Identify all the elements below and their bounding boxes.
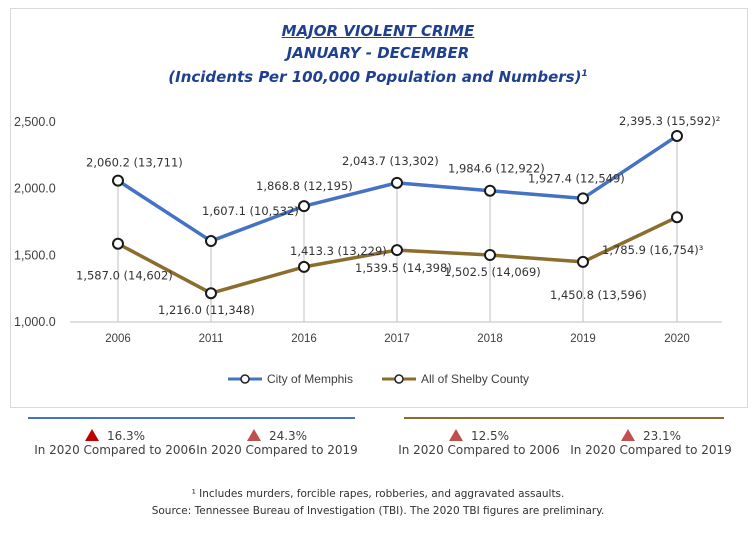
up-triangle-icon: [620, 429, 635, 441]
stat-pct: 12.5%: [470, 429, 510, 443]
data-label-shelby: 1,587.0 (14,602): [76, 269, 173, 283]
data-point-memphis: [391, 176, 403, 189]
x-tick-label: 2018: [477, 333, 503, 345]
legend-label-memphis: City of Memphis: [266, 372, 353, 386]
chart-title: MAJOR VIOLENT CRIME: [281, 22, 475, 40]
data-label-shelby: 1,539.5 (14,398): [355, 261, 452, 275]
x-tick-label: 2016: [291, 333, 317, 345]
chart-subtitle: JANUARY - DECEMBER: [286, 44, 470, 62]
data-label-shelby: 1,450.8 (13,596): [550, 288, 647, 302]
stat-memphis-vs-2006: 16.3% In 2020 Compared to 2006: [30, 429, 200, 457]
data-point-shelby: [391, 244, 403, 257]
data-point-memphis: [112, 174, 124, 187]
stat-shelby-vs-2019: 23.1% In 2020 Compared to 2019: [566, 429, 736, 457]
stat-shelby-vs-2006: 12.5% In 2020 Compared to 2006: [394, 429, 564, 457]
stat-pct: 16.3%: [106, 429, 146, 443]
legend-label-shelby: All of Shelby County: [420, 372, 530, 386]
subtitle-units-text: (Incidents Per 100,000 Population and Nu…: [168, 68, 582, 86]
legend-item-shelby: All of Shelby County: [381, 372, 529, 386]
subtitle-footnote-mark: 1: [581, 69, 588, 79]
data-point-shelby: [484, 249, 496, 261]
data-label-memphis: 2,043.7 (13,302): [342, 154, 439, 168]
chart-frame: [10, 8, 748, 408]
data-point-memphis: [671, 129, 683, 142]
data-label-memphis: 2,395.3 (15,592)²: [619, 114, 720, 128]
y-tick-label: 1,000.0: [14, 315, 56, 329]
data-point-memphis: [298, 200, 310, 213]
x-tick-label: 2017: [384, 333, 410, 345]
legend: City of Memphis All of Shelby County: [0, 372, 756, 386]
data-label-shelby: 1,502.5 (14,069): [444, 265, 541, 279]
data-point-shelby: [671, 211, 683, 224]
data-label-shelby: 1,413.3 (13,229): [290, 244, 387, 258]
y-tick-label: 2,000.0: [14, 182, 56, 196]
up-triangle-icon: [84, 429, 99, 441]
data-point-shelby: [205, 287, 217, 300]
data-label-shelby: 1,216.0 (11,348): [158, 303, 255, 317]
data-point-shelby: [298, 260, 310, 273]
data-point-memphis: [484, 184, 496, 197]
y-tick-label: 2,500.0: [14, 115, 56, 129]
data-label-memphis: 1,927.4 (12,549): [528, 171, 625, 185]
chart-subtitle-units: (Incidents Per 100,000 Population and Nu…: [0, 68, 756, 86]
stat-pct: 24.3%: [268, 429, 308, 443]
data-point-shelby: [577, 255, 589, 268]
stat-text: In 2020 Compared to 2019: [570, 443, 732, 457]
line-chart: 1,000.0 1,500.0 2,000.0 2,500.0 2006 2011 2016…: [14, 114, 722, 345]
legend-item-memphis: City of Memphis: [227, 372, 353, 386]
stat-text: In 2020 Compared to 2006: [34, 443, 196, 457]
x-tick-label: 2006: [105, 333, 131, 345]
data-label-memphis: 1,607.1 (10,532): [202, 204, 299, 218]
y-tick-label: 1,500.0: [14, 248, 56, 262]
stat-text: In 2020 Compared to 2006: [398, 443, 560, 457]
data-label-shelby: 1,785.9 (16,754)³: [602, 243, 704, 257]
data-label-memphis: 2,060.2 (13,711): [86, 156, 183, 170]
data-point-shelby: [112, 237, 124, 250]
x-tick-label: 2011: [199, 333, 224, 345]
stat-memphis-vs-2019: 24.3% In 2020 Compared to 2019: [192, 429, 362, 457]
footnote-definition: ¹ Includes murders, forcible rapes, robb…: [191, 488, 565, 500]
x-tick-label: 2019: [570, 333, 596, 345]
footnote-source: Source: Tennessee Bureau of Investigatio…: [151, 505, 605, 517]
up-triangle-icon: [246, 429, 261, 441]
stat-pct: 23.1%: [642, 429, 682, 443]
stat-text: In 2020 Compared to 2019: [196, 443, 358, 457]
data-point-memphis: [577, 192, 589, 205]
separator-lines: [28, 417, 724, 419]
data-point-memphis: [205, 235, 217, 248]
x-tick-label: 2020: [664, 333, 690, 345]
data-label-memphis: 1,984.6 (12,922): [448, 162, 545, 176]
up-triangle-icon: [448, 429, 463, 441]
data-label-memphis: 1,868.8 (12,195): [256, 179, 353, 193]
